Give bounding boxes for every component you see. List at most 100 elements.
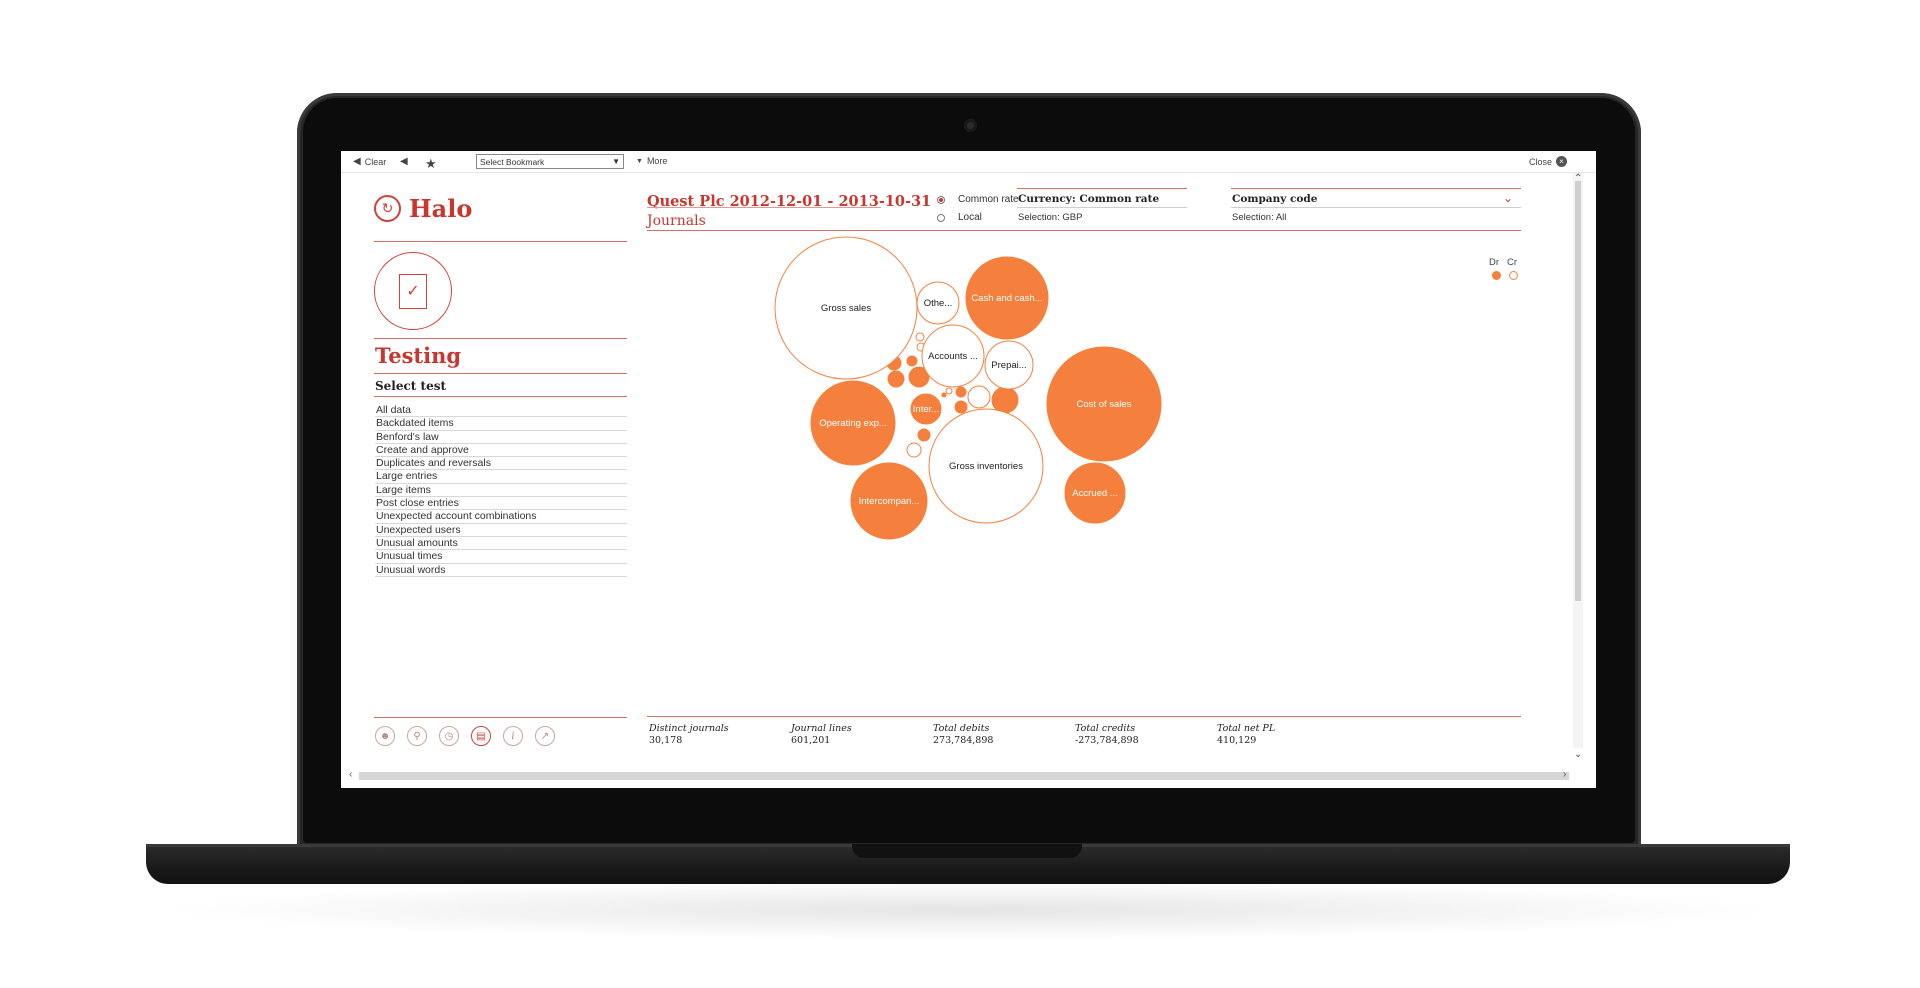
divider — [647, 230, 1521, 231]
company-selection: Selection: All — [1232, 212, 1287, 223]
stat-label: Total net PL — [1217, 723, 1276, 734]
bubble-small[interactable] — [906, 355, 918, 367]
divider — [647, 207, 881, 208]
close-icon: × — [1556, 156, 1568, 167]
bubble-circle[interactable] — [984, 340, 1034, 390]
test-item[interactable]: Backdated items — [375, 417, 627, 431]
legend-cr-dot[interactable] — [1509, 271, 1518, 280]
scroll-left-icon[interactable]: ‹ — [349, 769, 353, 780]
stat-total-net-pl: Total net PL 410,129 — [1217, 723, 1359, 746]
bubble-circle[interactable] — [910, 393, 942, 425]
search-icon[interactable]: ⚲ — [407, 726, 427, 746]
test-item[interactable]: Unusual times — [375, 550, 627, 564]
legend-dr-label: Dr — [1489, 257, 1500, 268]
divider — [1017, 207, 1187, 208]
test-item[interactable]: Post close entries — [375, 497, 627, 511]
horizontal-scrollbar[interactable] — [359, 772, 1569, 780]
test-item[interactable]: Duplicates and reversals — [375, 457, 627, 471]
bubble-small[interactable] — [915, 332, 925, 342]
bubble[interactable]: Prepai... — [984, 340, 1034, 390]
stat-total-credits: Total credits -273,784,898 — [1075, 723, 1217, 746]
bubble-small[interactable] — [917, 428, 931, 442]
bubble-circle[interactable] — [928, 408, 1044, 524]
test-item[interactable]: All data — [375, 404, 627, 418]
bubble[interactable]: Inter... — [910, 393, 942, 425]
bubble-circle[interactable] — [810, 380, 896, 466]
bubble-small[interactable] — [906, 442, 922, 458]
caret-down-icon: ▼ — [636, 157, 643, 165]
vertical-scroll-thumb[interactable] — [1575, 181, 1581, 601]
test-item[interactable]: Large items — [375, 484, 627, 498]
checkmark-icon: ✓ — [399, 273, 427, 309]
bubble[interactable]: Cash and cash... — [965, 256, 1049, 340]
export-icon[interactable]: ↗ — [535, 726, 555, 746]
bubble-small[interactable] — [991, 386, 1019, 414]
select-test-label: Select test — [375, 379, 446, 393]
scroll-up-icon[interactable]: ⌃ — [1574, 173, 1583, 184]
bubble[interactable]: Operating exp... — [810, 380, 896, 466]
company-code-label[interactable]: Company code — [1232, 193, 1318, 205]
clear-button[interactable]: ◀︎ Clear — [353, 156, 386, 167]
bubble-label: Accounts ... — [928, 351, 978, 362]
info-icon[interactable]: i — [503, 726, 523, 746]
bubble-circle[interactable] — [921, 324, 985, 388]
radio-unchecked-icon — [937, 213, 945, 222]
bubble[interactable]: Gross inventories — [928, 408, 1044, 524]
bubble-label: Gross sales — [821, 303, 871, 314]
bubble-small[interactable] — [955, 386, 967, 398]
bottom-nav: ☻ ⚲ ◷ ▤ i ↗ — [375, 726, 555, 746]
test-item[interactable]: Benford's law — [375, 431, 627, 444]
section-title: Testing — [375, 343, 462, 368]
close-button[interactable]: Close × — [1529, 156, 1568, 167]
bookmark-star-button[interactable]: ★ — [425, 156, 437, 172]
test-item[interactable]: Create and approve — [375, 444, 627, 458]
stat-distinct-journals: Distinct journals 30,178 — [649, 723, 791, 746]
bubble-circle[interactable] — [774, 236, 918, 380]
bubble-small[interactable] — [941, 392, 947, 398]
test-item[interactable]: Unusual amounts — [375, 537, 627, 551]
scroll-right-icon[interactable]: › — [1563, 769, 1567, 780]
bubble[interactable]: Intercompan... — [850, 462, 928, 540]
test-item[interactable]: Unexpected account combinations — [375, 510, 627, 524]
back-button[interactable]: ◀ — [400, 156, 408, 167]
more-button[interactable]: ▼ More — [636, 156, 667, 166]
stat-label: Total debits — [933, 723, 990, 734]
user-icon[interactable]: ☻ — [375, 726, 395, 746]
divider — [374, 241, 627, 242]
bubble[interactable]: Gross sales — [774, 236, 918, 380]
bubble-small[interactable] — [967, 385, 991, 409]
scroll-down-icon[interactable]: ⌄ — [1574, 749, 1583, 760]
bubble[interactable]: Accrued ... — [1064, 462, 1126, 524]
bubble-circle[interactable] — [1046, 346, 1162, 462]
bubble-label: Intercompan... — [859, 496, 920, 507]
bubble[interactable]: Othe... — [916, 281, 960, 325]
bubble[interactable]: Cost of sales — [1046, 346, 1162, 462]
test-item[interactable]: Unexpected users — [375, 524, 627, 537]
divider — [374, 717, 627, 718]
radio-local[interactable]: Local — [937, 212, 982, 223]
back-arrow-icon: ◀ — [400, 156, 408, 167]
bubble-label: Operating exp... — [819, 418, 887, 429]
divider — [1017, 188, 1187, 189]
bookmark-select[interactable]: Select Bookmark ▼ — [476, 154, 624, 169]
bubble-circle[interactable] — [850, 462, 928, 540]
bubble-small[interactable] — [945, 387, 953, 395]
radio-common-rate[interactable]: Common rate — [937, 194, 1019, 205]
bubble-label: Gross inventories — [949, 461, 1023, 472]
bubble[interactable]: Accounts ... — [921, 324, 985, 388]
report-icon[interactable]: ▤ — [471, 726, 491, 746]
bubble-small[interactable] — [908, 366, 930, 388]
test-item[interactable]: Large entries — [375, 470, 627, 484]
divider — [647, 716, 1521, 717]
bubble-small[interactable] — [887, 370, 905, 388]
bubble-small[interactable] — [954, 400, 968, 414]
legend-dr-dot[interactable] — [1492, 271, 1501, 280]
laptop-base-notch — [852, 844, 1082, 858]
bubble-circle[interactable] — [1064, 462, 1126, 524]
bubble-circle[interactable] — [916, 281, 960, 325]
dashboard-icon[interactable]: ◷ — [439, 726, 459, 746]
bubble-circle[interactable] — [965, 256, 1049, 340]
halo-logo-icon: ↻ — [374, 195, 401, 222]
test-item[interactable]: Unusual words — [375, 564, 627, 577]
chevron-down-icon[interactable]: ⌄ — [1503, 191, 1514, 205]
